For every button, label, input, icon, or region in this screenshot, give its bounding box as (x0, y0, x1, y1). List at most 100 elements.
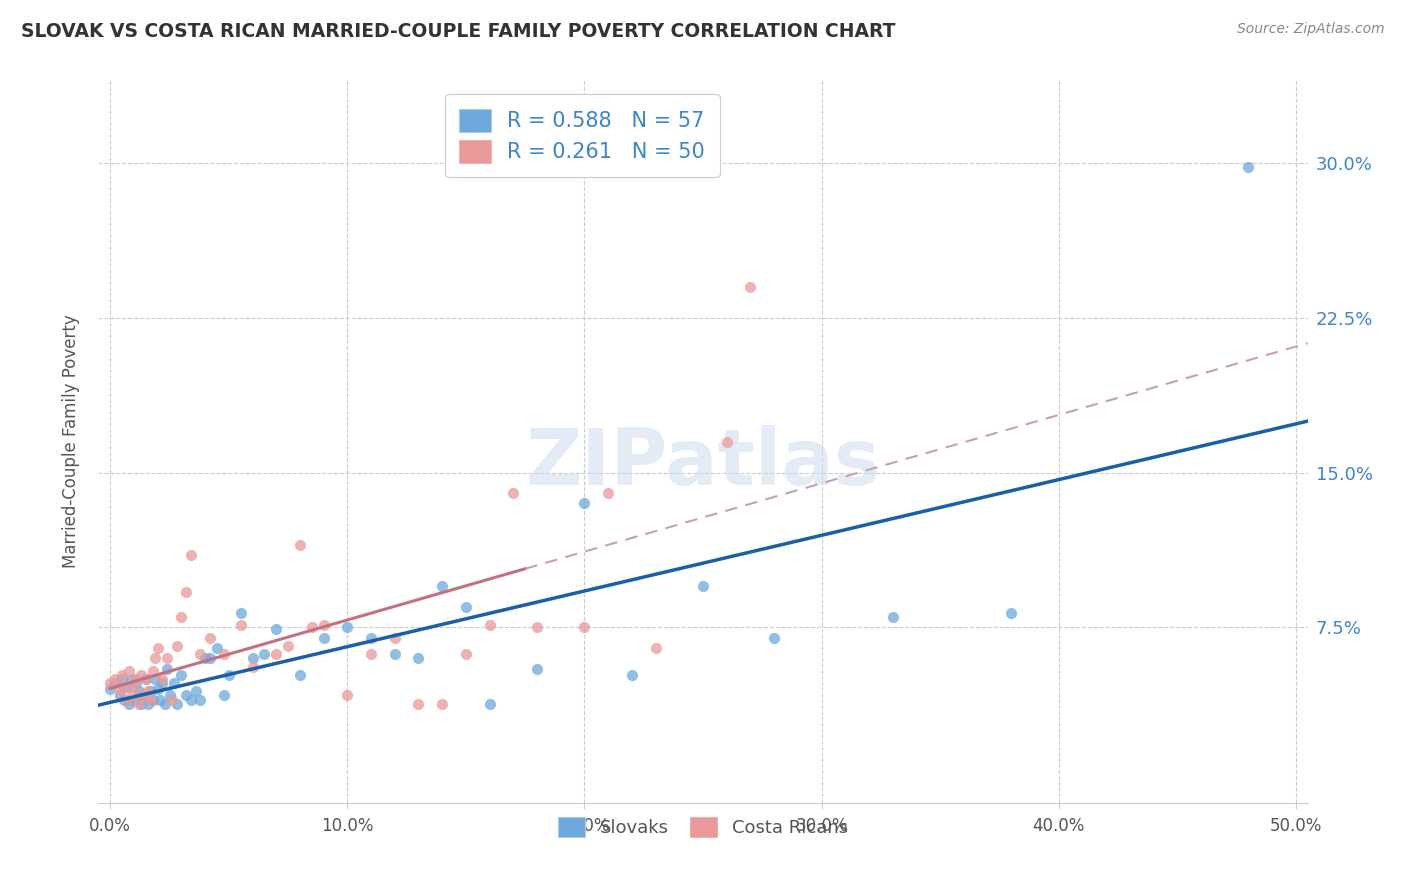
Point (763, 631, 786, 645)
Point (160, 692, 183, 706)
Point (218, 668, 240, 682)
Point (152, 672, 174, 686)
Point (242, 659, 264, 673)
Point (408, 697, 430, 711)
Point (174, 689, 197, 703)
Point (111, 672, 134, 686)
Point (163, 676, 186, 690)
Point (152, 676, 174, 690)
Point (360, 647, 382, 661)
Point (143, 672, 166, 686)
Point (454, 647, 477, 661)
Point (526, 620, 548, 634)
Point (502, 486, 524, 500)
Point (205, 640, 228, 655)
Point (229, 606, 252, 620)
Point (156, 651, 179, 665)
Point (104, 672, 127, 686)
Point (598, 486, 620, 500)
Point (125, 672, 148, 686)
Point (115, 680, 138, 694)
Point (277, 639, 299, 653)
Point (111, 668, 134, 682)
Point (198, 651, 221, 665)
Point (149, 692, 172, 706)
Point (408, 651, 430, 665)
Point (115, 692, 138, 706)
Point (360, 631, 382, 645)
Point (288, 668, 311, 682)
Point (146, 682, 169, 697)
Point (121, 689, 143, 703)
Point (129, 697, 152, 711)
Point (740, 279, 762, 293)
Point (174, 585, 197, 599)
Point (194, 651, 217, 665)
Point (139, 692, 162, 706)
Point (692, 579, 714, 593)
Point (156, 662, 179, 676)
Point (336, 689, 359, 703)
Point (114, 692, 136, 706)
Point (384, 631, 406, 645)
Point (212, 647, 235, 661)
Point (170, 668, 193, 682)
Point (526, 662, 548, 676)
Y-axis label: Married-Couple Family Poverty: Married-Couple Family Poverty (62, 315, 80, 568)
Point (135, 672, 157, 686)
Point (159, 689, 181, 703)
Point (129, 668, 152, 682)
Point (190, 692, 212, 706)
Point (153, 697, 176, 711)
Point (242, 651, 264, 665)
Point (166, 697, 188, 711)
Point (142, 692, 165, 706)
Point (121, 672, 143, 686)
Legend: Slovaks, Costa Ricans: Slovaks, Costa Ricans (551, 810, 855, 845)
Point (620, 668, 643, 682)
Point (264, 647, 287, 661)
Point (136, 684, 159, 698)
Point (253, 647, 276, 661)
Point (312, 618, 335, 632)
Point (125, 676, 148, 690)
Point (122, 692, 145, 706)
Point (1000, 606, 1022, 620)
Point (136, 697, 159, 711)
Point (132, 689, 155, 703)
Point (139, 684, 162, 698)
Text: SLOVAK VS COSTA RICAN MARRIED-COUPLE FAMILY POVERTY CORRELATION CHART: SLOVAK VS COSTA RICAN MARRIED-COUPLE FAM… (21, 22, 896, 41)
Point (574, 496, 596, 510)
Point (454, 599, 477, 614)
Point (432, 697, 454, 711)
Point (432, 579, 454, 593)
Point (108, 684, 131, 698)
Point (180, 548, 202, 562)
Point (574, 620, 596, 634)
Point (184, 684, 207, 698)
Point (98, 676, 121, 690)
Point (716, 434, 738, 449)
Point (132, 689, 155, 703)
Point (1237, 160, 1260, 174)
Point (170, 610, 193, 624)
Point (336, 620, 359, 634)
Point (98, 682, 121, 697)
Point (288, 538, 311, 552)
Text: Source: ZipAtlas.com: Source: ZipAtlas.com (1237, 22, 1385, 37)
Point (212, 689, 235, 703)
Point (104, 676, 127, 690)
Point (384, 647, 406, 661)
Point (122, 680, 145, 694)
Point (146, 640, 169, 655)
Point (264, 623, 287, 637)
Point (312, 631, 335, 645)
Point (882, 610, 904, 624)
Point (135, 672, 157, 686)
Point (644, 640, 666, 655)
Point (118, 664, 141, 678)
Point (229, 618, 252, 632)
Point (118, 697, 141, 711)
Point (128, 684, 150, 698)
Point (166, 639, 188, 653)
